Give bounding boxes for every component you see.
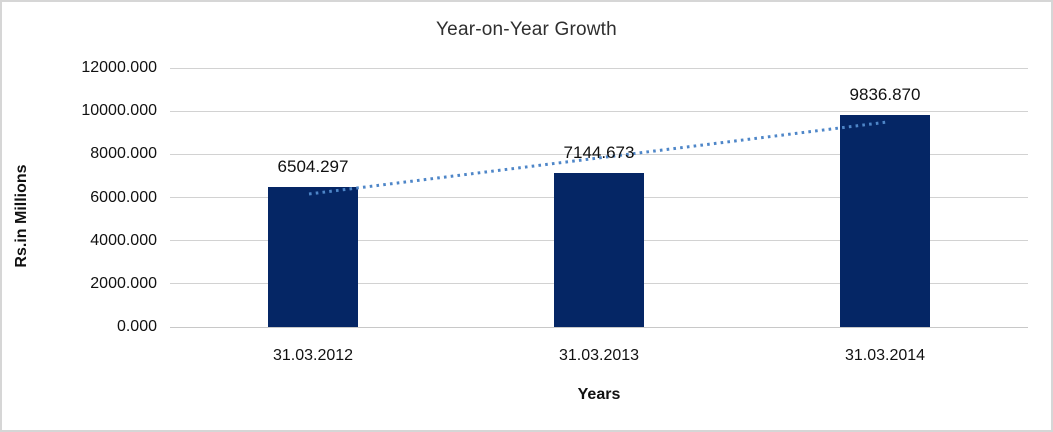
y-tick-label: 6000.000: [90, 188, 157, 206]
y-tick-label: 12000.000: [81, 59, 157, 76]
bar-value-label: 9836.870: [849, 84, 921, 104]
y-tick-label: 2000.000: [90, 274, 157, 292]
y-tick-label: 0.000: [116, 318, 157, 335]
gridline: [170, 153, 1028, 155]
y-axis-tick-labels: 0.000 2000.000 4000.000 6000.000 8000.000 100…: [2, 59, 157, 335]
bar-31.03.2012: [268, 186, 358, 327]
chart-title: Year-on-Year Growth: [436, 19, 617, 40]
x-axis-tick-labels: 31.03.2012 31.03.2013 31.03.2014: [170, 347, 1028, 369]
gridline: [170, 67, 1028, 69]
x-tick-label: 31.03.2013: [558, 347, 640, 364]
y-tick-label: 8000.000: [90, 145, 157, 163]
bar-31.03.2013: [554, 172, 644, 327]
bar-31.03.2014: [840, 114, 930, 327]
plot-area: 6504.297 7144.673 9836.870: [170, 67, 1028, 328]
x-tick-label: 31.03.2014: [844, 347, 926, 364]
gridline: [170, 110, 1028, 112]
x-axis-title: Years: [577, 386, 621, 403]
bar-value-label: 7144.673: [563, 142, 635, 162]
trendline: [308, 120, 888, 196]
x-tick-label: 31.03.2012: [272, 347, 354, 364]
y-tick-label: 4000.000: [90, 231, 157, 249]
y-tick-label: 10000.000: [81, 102, 157, 120]
gridline: [170, 326, 1028, 328]
bar-value-label: 6504.297: [277, 156, 349, 176]
